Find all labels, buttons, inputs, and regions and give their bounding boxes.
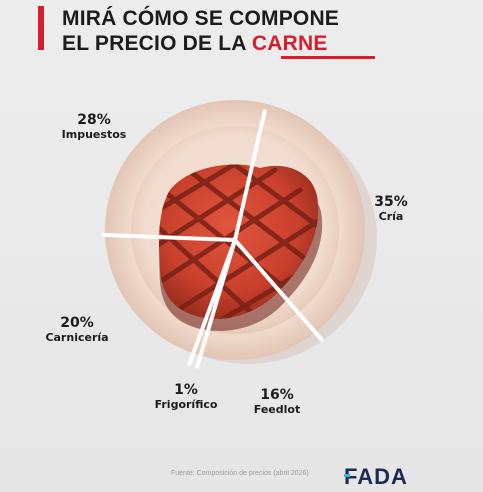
slice-name: Frigorífico <box>154 398 218 411</box>
logo-accent-mark <box>344 474 350 477</box>
page-title: MIRÁ CÓMO SE COMPONE EL PRECIO DE LA CAR… <box>62 6 339 56</box>
title-accent-word: CARNE <box>251 32 328 55</box>
fada-logo: FADA <box>344 464 408 489</box>
slice-dividers <box>101 109 324 369</box>
slice-divider-2 <box>233 238 324 342</box>
title-underline <box>281 56 375 59</box>
slice-value: 16% <box>260 387 294 403</box>
slice-label-carniceria: 20% Carnicería <box>34 315 120 344</box>
slice-name: Impuestos <box>61 128 127 141</box>
slice-label-cria: 35% Cría <box>366 194 416 223</box>
slice-name: Carnicería <box>45 331 109 344</box>
slice-value: 1% <box>174 382 198 398</box>
slice-label-impuestos: 28% Impuestos <box>54 112 134 141</box>
slice-value: 28% <box>77 112 111 128</box>
slice-value: 35% <box>374 194 408 210</box>
slice-name: Cría <box>378 210 404 223</box>
slice-divider-5 <box>101 232 237 242</box>
slice-value: 20% <box>60 315 94 331</box>
slice-divider-1 <box>233 109 267 242</box>
title-line-1: MIRÁ CÓMO SE COMPONE <box>62 7 340 30</box>
title-line-2: EL PRECIO DE LA CARNE <box>62 31 339 56</box>
slice-name: Feedlot <box>253 403 301 416</box>
slice-divider-4 <box>187 238 237 366</box>
title-accent-bar <box>38 6 44 50</box>
slice-label-feedlot: 16% Feedlot <box>244 387 310 416</box>
title-line-2-prefix: EL PRECIO DE LA <box>62 32 252 55</box>
source-note: Fuente: Composición de precios (abril 20… <box>171 470 309 477</box>
slice-label-frigorifico: 1% Frigorífico <box>145 382 227 411</box>
